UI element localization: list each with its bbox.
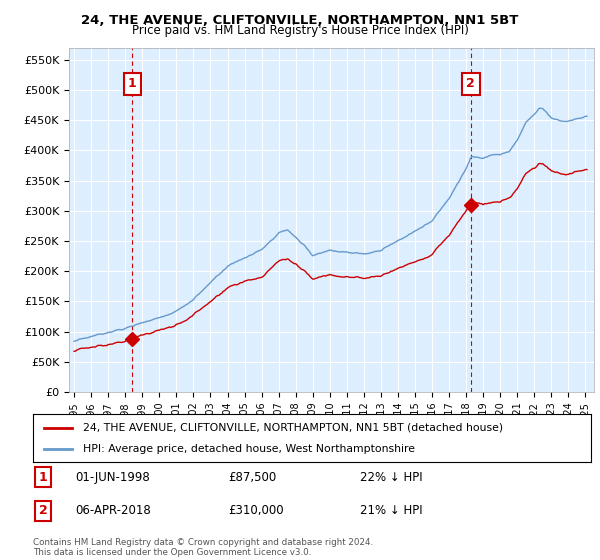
Text: 2: 2 <box>466 77 475 90</box>
Text: 24, THE AVENUE, CLIFTONVILLE, NORTHAMPTON, NN1 5BT (detached house): 24, THE AVENUE, CLIFTONVILLE, NORTHAMPTO… <box>83 423 503 433</box>
Text: HPI: Average price, detached house, West Northamptonshire: HPI: Average price, detached house, West… <box>83 444 415 454</box>
Text: 24, THE AVENUE, CLIFTONVILLE, NORTHAMPTON, NN1 5BT: 24, THE AVENUE, CLIFTONVILLE, NORTHAMPTO… <box>82 14 518 27</box>
Text: 21% ↓ HPI: 21% ↓ HPI <box>360 504 422 517</box>
Text: Contains HM Land Registry data © Crown copyright and database right 2024.
This d: Contains HM Land Registry data © Crown c… <box>33 538 373 557</box>
Text: 2: 2 <box>39 504 47 517</box>
Text: 1: 1 <box>39 470 47 484</box>
Text: 06-APR-2018: 06-APR-2018 <box>75 504 151 517</box>
Text: 22% ↓ HPI: 22% ↓ HPI <box>360 470 422 484</box>
Text: 01-JUN-1998: 01-JUN-1998 <box>75 470 150 484</box>
Text: Price paid vs. HM Land Registry's House Price Index (HPI): Price paid vs. HM Land Registry's House … <box>131 24 469 36</box>
Text: £310,000: £310,000 <box>228 504 284 517</box>
Text: £87,500: £87,500 <box>228 470 276 484</box>
Text: 1: 1 <box>128 77 137 90</box>
